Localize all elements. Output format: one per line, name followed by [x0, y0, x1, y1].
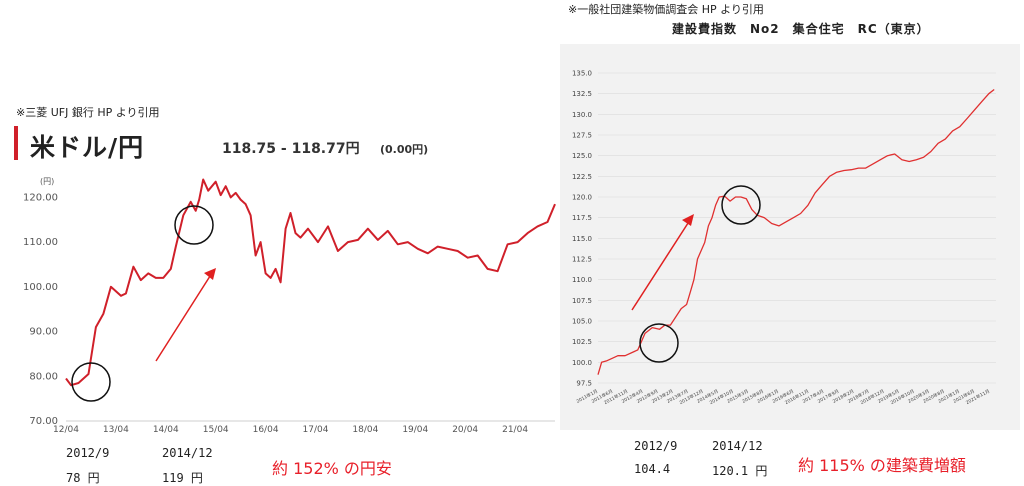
y-tick-label: 130.0: [572, 111, 592, 119]
note-value-start: 78 円: [66, 471, 100, 485]
currency-pair-title: 米ドル/円: [30, 133, 145, 162]
x-tick-label: 13/04: [103, 425, 129, 435]
x-tick-label: 14/04: [153, 425, 179, 435]
trend-arrow: [631, 219, 691, 311]
y-tick-label: 107.5: [572, 297, 592, 305]
note-date-start: 2012/9: [66, 446, 110, 460]
x-tick-label: 20/04: [452, 425, 478, 435]
low-point-circle: [71, 362, 111, 402]
note-value-start: 104.4: [634, 462, 671, 476]
y-tick-label: 127.5: [572, 132, 592, 140]
y-tick-label: 70.00: [29, 416, 58, 427]
trend-arrow: [155, 272, 213, 362]
x-tick-label: 17/04: [303, 425, 329, 435]
construction-cost-result: 約 115% の建築費増額: [798, 456, 966, 475]
x-tick-label: 21/04: [502, 425, 528, 435]
trend-arrow-head: [204, 268, 216, 280]
y-tick-label: 117.5: [572, 214, 592, 222]
high-point-circle: [721, 185, 761, 225]
low-point-circle: [639, 323, 679, 363]
note-value-end: 120.1 円: [712, 464, 768, 478]
construction-index-chart: 97.5 100.0 102.5 105.0 107.5 110.0 112.5 115.0 1…: [560, 44, 1020, 430]
y-tick-label: 120.00: [23, 192, 58, 203]
y-tick-label: 125.0: [572, 152, 592, 160]
y-tick-label: 122.5: [572, 173, 592, 181]
y-tick-label: 102.5: [572, 338, 592, 346]
yen-depreciation-result: 約 152% の円安: [272, 459, 392, 478]
y-axis-ticks: 97.5 100.0 102.5 105.0 107.5 110.0 112.5 115.0 1…: [572, 70, 592, 388]
y-unit-label: (円): [40, 177, 54, 186]
left-source-note: ※三菱 UFJ 銀行 HP より引用: [16, 106, 160, 119]
note-date-start: 2012/9: [634, 439, 678, 453]
x-tick-label: 18/04: [352, 425, 378, 435]
trend-arrow-head: [682, 214, 694, 226]
y-tick-label: 105.0: [572, 318, 592, 326]
x-tick-label: 16/04: [253, 425, 279, 435]
y-tick-label: 110.00: [23, 237, 58, 248]
x-tick-label: 15/04: [203, 425, 229, 435]
y-tick-label: 132.5: [572, 90, 592, 98]
note-date-end: 2014/12: [712, 439, 763, 453]
x-tick-label: 19/04: [402, 425, 428, 435]
high-point-circle: [174, 205, 214, 245]
x-axis-ticks: 12/04 13/04 14/04 15/04 16/04 17/04 18/04 19/04…: [53, 425, 528, 435]
y-tick-label: 97.5: [576, 380, 592, 388]
exchange-rate-value: 118.75 - 118.77円: [222, 141, 360, 157]
note-value-end: 119 円: [162, 471, 203, 485]
chart-background: [560, 44, 1020, 430]
y-tick-label: 120.0: [572, 194, 592, 202]
index-title: 建設費指数 No2 集合住宅 RC（東京）: [672, 22, 930, 36]
right-source-note: ※一般社団建築物価調査会 HP より引用: [568, 3, 764, 16]
usd-jpy-chart: (円) 70.00 80.00 90.00 100.00 110.00 120.00 12…: [23, 177, 556, 435]
x-tick-label: 12/04: [53, 425, 79, 435]
y-tick-label: 135.0: [572, 70, 592, 78]
y-tick-label: 110.0: [572, 276, 592, 284]
gridlines: [598, 72, 996, 384]
y-tick-label: 100.0: [572, 359, 592, 367]
y-axis-ticks: 70.00 80.00 90.00 100.00 110.00 120.00: [23, 192, 58, 427]
y-tick-label: 100.00: [23, 282, 58, 293]
title-accent-bar: [14, 126, 18, 160]
exchange-rate-change: (0.00円): [380, 143, 429, 156]
note-date-end: 2014/12: [162, 446, 213, 460]
y-tick-label: 80.00: [29, 371, 58, 382]
usd-jpy-line: [65, 178, 556, 387]
y-tick-label: 115.0: [572, 235, 592, 243]
y-tick-label: 90.00: [29, 327, 58, 338]
y-tick-label: 112.5: [572, 256, 592, 264]
construction-index-line: [597, 88, 995, 375]
